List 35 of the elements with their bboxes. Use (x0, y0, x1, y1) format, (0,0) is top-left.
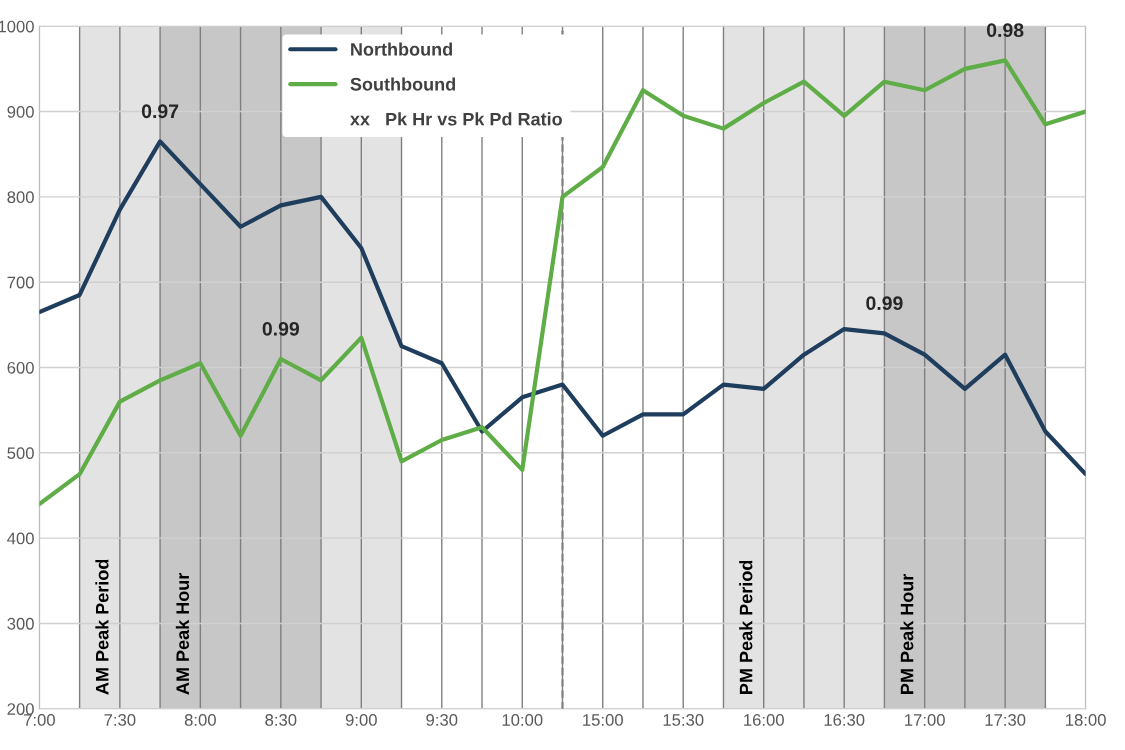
x-tick-label: 8:30 (265, 714, 297, 726)
x-tick-label: 17:30 (985, 714, 1026, 726)
legend-label: Northbound (351, 42, 453, 56)
annotation: PM Peak Hour (900, 573, 914, 694)
x-tick-label: 7:30 (104, 714, 136, 726)
y-tick-label: 300 (7, 617, 34, 630)
annotation: xx Pk Hr vs Pk Pd Ratio (350, 112, 562, 126)
x-tick-label: 7:00 (24, 714, 55, 726)
y-tick-label: 800 (7, 191, 34, 204)
x-tick-label: 15:00 (583, 714, 623, 726)
annotation: AM Peak Period (95, 559, 109, 695)
annotation: 0.99 (866, 296, 903, 311)
x-tick-label: 9:30 (426, 714, 458, 726)
x-tick-label: 18:00 (1066, 714, 1106, 726)
x-tick-label: 16:00 (744, 714, 784, 726)
x-tick-label: 10:00 (502, 714, 543, 726)
y-tick-label: 500 (7, 447, 34, 460)
x-tick-label: 9:00 (345, 714, 377, 726)
y-tick-label: 600 (7, 361, 34, 374)
y-tick-label: 200 (7, 703, 34, 715)
x-tick-label: 8:00 (184, 714, 216, 726)
line-series (39, 58, 1086, 507)
line-series (39, 139, 1086, 477)
x-tick-label: 15:30 (663, 714, 704, 726)
legend-label: Southbound (350, 77, 456, 91)
x-tick-label: 16:30 (824, 714, 865, 726)
annotation: 0.99 (262, 321, 300, 336)
annotation: 0.97 (141, 104, 179, 119)
annotation: AM Peak Hour (175, 572, 190, 695)
annotation: PM Peak Period (739, 560, 753, 694)
y-tick-label: 700 (7, 276, 34, 289)
x-tick-label: 17:00 (905, 714, 945, 726)
y-tick-label: 400 (7, 532, 34, 545)
y-tick-label: 900 (7, 105, 34, 118)
annotation: 0.98 (986, 23, 1024, 38)
